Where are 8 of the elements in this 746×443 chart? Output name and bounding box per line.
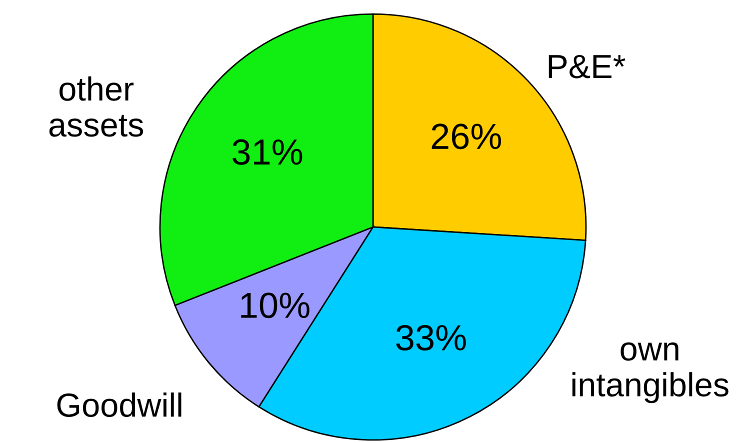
data-label: 26% bbox=[432, 124, 502, 150]
slice-label: P&E* bbox=[548, 54, 626, 78]
slice-label: Goodwill bbox=[57, 392, 182, 417]
data-label: 31% bbox=[232, 139, 302, 165]
slice-label: other assets bbox=[49, 76, 144, 137]
data-label: 10% bbox=[241, 292, 310, 318]
slice-label: own intangibles bbox=[572, 342, 728, 404]
data-label: 33% bbox=[396, 324, 466, 351]
